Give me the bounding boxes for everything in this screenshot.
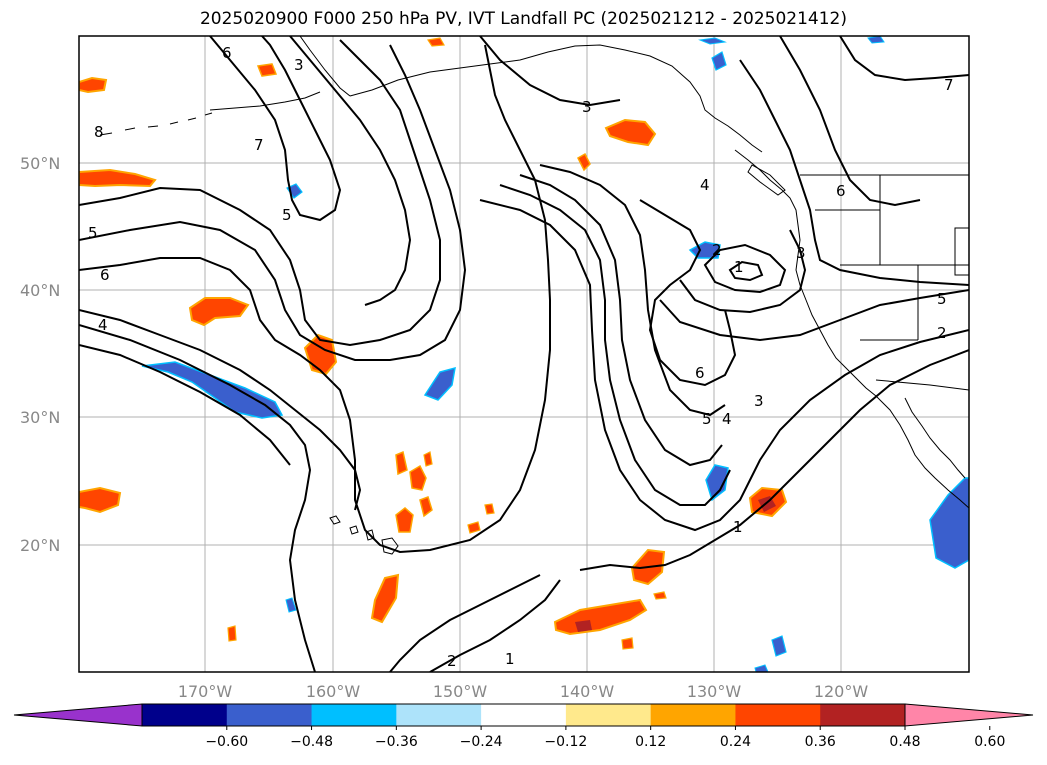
contour-label: 7 <box>254 136 264 154</box>
colorbar-tick-label: 0.12 <box>635 734 666 750</box>
gridlines <box>79 36 969 672</box>
contour-label: 5 <box>702 410 712 428</box>
negative-anomaly-patch <box>285 597 297 613</box>
lon-label: 170°W <box>178 682 233 701</box>
positive-anomaly-patch <box>188 297 250 327</box>
contour-label: 6 <box>222 44 232 62</box>
positive-anomaly-patch <box>256 63 278 77</box>
colorbar-extend-high <box>904 703 1034 727</box>
positive-anomaly-patch <box>467 521 481 534</box>
colorbar-tick-label: −0.24 <box>460 734 503 750</box>
contour-label: 6 <box>836 182 846 200</box>
lon-label: 120°W <box>814 682 869 701</box>
colorbar-segment <box>481 704 567 726</box>
lat-label: 40°N <box>20 281 60 300</box>
colorbar-tick-label: 0.24 <box>720 734 751 750</box>
positive-anomaly-patch <box>604 118 657 147</box>
contour-label: 3 <box>796 244 806 262</box>
positive-anomaly-patch <box>79 486 122 514</box>
positive-anomaly-patch <box>621 637 634 650</box>
contour-label: 3 <box>582 98 592 116</box>
colorbar-segment <box>226 704 313 726</box>
lat-label: 50°N <box>20 154 60 173</box>
colorbar: −0.60 −0.48 −0.36 −0.24 −0.12 0.12 0.24 0.36 0.4… <box>13 703 1034 750</box>
contour-label: 8 <box>94 123 104 141</box>
positive-anomaly-patch <box>395 450 408 476</box>
positive-anomaly-patch <box>758 496 776 512</box>
contour-label: 2 <box>937 324 947 342</box>
colorbar-segment <box>565 704 652 726</box>
colorbar-tick-label: 0.36 <box>805 734 836 750</box>
colorbar-extend-low <box>13 703 143 727</box>
contour-label: 4 <box>98 316 108 334</box>
negative-anomaly-patch <box>754 664 769 672</box>
lon-label: 140°W <box>560 682 615 701</box>
colorbar-segment <box>820 704 906 726</box>
map-panel <box>79 36 969 672</box>
lon-label: 130°W <box>687 682 742 701</box>
contour-label: 6 <box>100 266 110 284</box>
colorbar-tick-label: 0.60 <box>974 734 1005 750</box>
contour-label: 5 <box>282 206 292 224</box>
positive-anomaly-patch <box>395 507 414 533</box>
colorbar-frame <box>141 703 906 727</box>
negative-anomaly-patch <box>711 51 727 71</box>
coastlines <box>99 36 969 555</box>
colorbar-tick-label: 0.48 <box>889 734 920 750</box>
positive-anomaly-patch <box>409 464 427 491</box>
positive-anomaly-patch <box>79 76 108 94</box>
positive-anomaly-patch <box>575 620 592 632</box>
negative-anomaly-patch <box>698 37 727 45</box>
map-frame <box>78 35 970 673</box>
longitude-labels: 170°W 160°W 150°W 140°W 130°W 120°W <box>178 682 869 701</box>
contour-label: 1 <box>734 258 744 276</box>
positive-anomaly-patch <box>370 573 400 624</box>
contour-label: 5 <box>937 290 947 308</box>
colorbar-segment <box>311 704 397 726</box>
contour-label: 4 <box>722 410 732 428</box>
lat-label: 20°N <box>20 536 60 555</box>
negative-anomaly-patch <box>423 366 456 401</box>
contour-label: 1 <box>505 650 515 668</box>
negative-anomaly-patch <box>771 635 787 657</box>
contour-label: 6 <box>695 364 705 382</box>
positive-anomaly-patch <box>419 496 433 518</box>
contour-label: 5 <box>88 224 98 242</box>
map-title: 2025020900 F000 250 hPa PV, IVT Landfall… <box>199 9 847 29</box>
positive-anomaly-patch <box>79 168 157 188</box>
positive-anomaly-patch <box>653 591 667 600</box>
positive-anomaly-patch <box>577 152 591 172</box>
contour-label: 2 <box>712 241 722 259</box>
colorbar-segment <box>735 704 821 726</box>
lon-label: 150°W <box>433 682 488 701</box>
positive-anomaly-patch <box>426 37 445 47</box>
contour-label: 3 <box>294 56 304 74</box>
colorbar-tick-label: −0.36 <box>375 734 418 750</box>
colorbar-tick-label: −0.60 <box>205 734 248 750</box>
contour-label: 3 <box>754 392 764 410</box>
colorbar-tick-label: −0.48 <box>290 734 333 750</box>
latitude-labels: 50°N 40°N 30°N 20°N <box>20 154 60 555</box>
colorbar-segment <box>650 704 736 726</box>
contour-labels: 6 3 8 7 5 5 6 4 3 4 2 1 3 6 7 5 2 6 5 4 … <box>88 44 954 670</box>
positive-anomaly-patch <box>484 503 495 515</box>
positive-anomaly-patch <box>227 625 237 642</box>
colorbar-tick-label: −0.12 <box>544 734 587 750</box>
positive-anomaly-patch <box>423 451 433 467</box>
contour-label: 7 <box>944 76 954 94</box>
lat-label: 30°N <box>20 408 60 427</box>
contour-label: 1 <box>733 518 743 536</box>
colorbar-segment <box>142 704 228 726</box>
contour-label: 2 <box>447 652 457 670</box>
lon-label: 160°W <box>306 682 361 701</box>
pv-contours <box>79 36 969 672</box>
contour-label: 4 <box>700 176 710 194</box>
colorbar-segment <box>396 704 482 726</box>
